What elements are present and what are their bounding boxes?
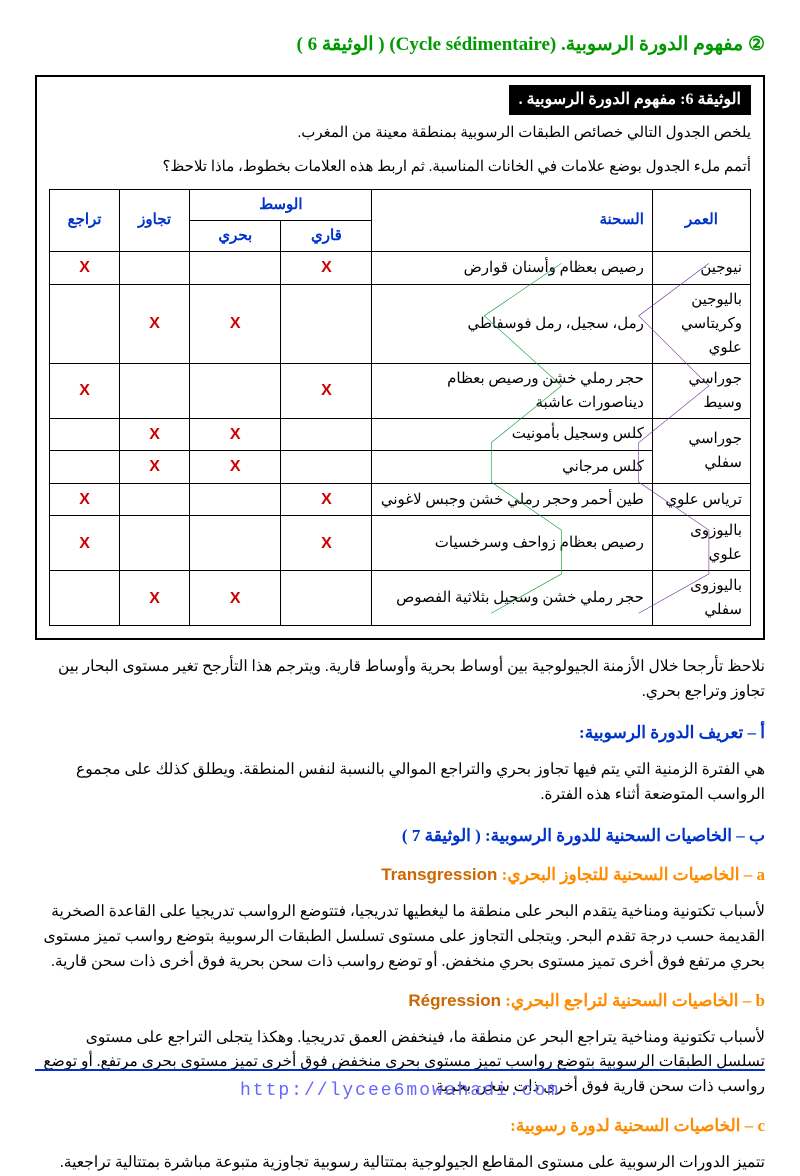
th-facies: السحنة — [372, 189, 652, 251]
sub-b-latin: Régression — [408, 987, 501, 1014]
table-wrap: العمر السحنة الوسط تجاوز تراجع قاري بحري… — [49, 189, 751, 626]
cell-cont — [281, 571, 372, 626]
cell-cont: X — [281, 251, 372, 284]
sub-b-title: b – الخاصيات السحنية لتراجع البحري: Régr… — [35, 987, 765, 1014]
cell-mar — [190, 251, 281, 284]
cell-mar — [190, 483, 281, 516]
section-a-title: أ – تعريف الدورة الرسوبية: — [35, 719, 765, 746]
cell-reg — [50, 571, 120, 626]
table-row: باليوزوى سفليحجر رملي خشن وسجيل بثلاثية … — [50, 571, 751, 626]
footer-line — [35, 1069, 765, 1071]
cell-trans — [120, 483, 190, 516]
observation-text: نلاحظ تأرجحا خلال الأزمنة الجيولوجية بين… — [35, 655, 765, 705]
cell-facies: حجر رملي خشن ورصيص بعظام ديناصورات عاشبة — [372, 363, 652, 418]
cell-cont: X — [281, 363, 372, 418]
sub-a-title: a – الخاصيات السحنية للتجاوز البحري: Tra… — [35, 861, 765, 888]
cell-age: جوراسي سفلي — [652, 418, 750, 483]
cell-reg: X — [50, 251, 120, 284]
cell-reg: X — [50, 516, 120, 571]
doc-intro-1: يلخص الجدول التالي خصائص الطبقات الرسوبي… — [49, 121, 751, 145]
cell-age: باليوزوى سفلي — [652, 571, 750, 626]
cell-cont: X — [281, 516, 372, 571]
cell-trans: X — [120, 451, 190, 484]
sub-a-text: لأسباب تكتونية ومناخية يتقدم البحر على م… — [35, 900, 765, 974]
cell-cont — [281, 284, 372, 363]
sub-a-label: a – الخاصيات السحنية للتجاوز البحري: — [502, 865, 765, 884]
table-row: باليوزوى علويرصيص بعظام زواحف وسرخسياتXX — [50, 516, 751, 571]
th-cont: قاري — [281, 220, 372, 251]
main-title: ② مفهوم الدورة الرسوبية. (Cycle sédiment… — [35, 30, 765, 60]
cell-reg: X — [50, 363, 120, 418]
cell-reg — [50, 284, 120, 363]
th-reg: تراجع — [50, 189, 120, 251]
sub-b-label: b – الخاصيات السحنية لتراجع البحري: — [505, 991, 765, 1010]
sediment-table: العمر السحنة الوسط تجاوز تراجع قاري بحري… — [49, 189, 751, 626]
cell-facies: رصيص بعظام وأسنان قوارض — [372, 251, 652, 284]
cell-age: نيوجين — [652, 251, 750, 284]
doc-intro-2: أتمم ملء الجدول بوضع علامات في الخانات ا… — [49, 155, 751, 179]
cell-mar: X — [190, 284, 281, 363]
cell-mar: X — [190, 451, 281, 484]
cell-facies: كلس وسجيل بأمونيت — [372, 418, 652, 451]
cell-facies: طين أحمر وحجر رملي خشن وجبس لاغوني — [372, 483, 652, 516]
th-age: العمر — [652, 189, 750, 251]
cell-trans — [120, 363, 190, 418]
cell-age: جوراسي وسيط — [652, 363, 750, 418]
cell-cont — [281, 418, 372, 451]
cell-mar — [190, 516, 281, 571]
cell-cont — [281, 451, 372, 484]
cell-facies: حجر رملي خشن وسجيل بثلاثية الفصوص — [372, 571, 652, 626]
cell-reg — [50, 418, 120, 451]
cell-age: باليوجين وكريتاسي علوي — [652, 284, 750, 363]
table-row: كلس مرجاني XX — [50, 451, 751, 484]
cell-trans — [120, 251, 190, 284]
th-mar: بحري — [190, 220, 281, 251]
section-a-text: هي الفترة الزمنية التي يتم فيها تجاوز بح… — [35, 758, 765, 808]
cell-age: باليوزوى علوي — [652, 516, 750, 571]
cell-age: ترياس علوي — [652, 483, 750, 516]
sub-a-latin: Transgression — [381, 861, 497, 888]
cell-trans — [120, 516, 190, 571]
cell-facies: كلس مرجاني — [372, 451, 652, 484]
th-trans: تجاوز — [120, 189, 190, 251]
cell-mar: X — [190, 571, 281, 626]
cell-reg — [50, 451, 120, 484]
cell-mar: X — [190, 418, 281, 451]
footer-url: http://lycee6mowahadi.com — [0, 1077, 800, 1106]
sub-c-title: c – الخاصيات السحنية لدورة رسوبية: — [35, 1112, 765, 1139]
table-row: نيوجينرصيص بعظام وأسنان قوارضXX — [50, 251, 751, 284]
th-env: الوسط — [190, 189, 372, 220]
section-b-title: ب – الخاصيات السحنية للدورة الرسوبية: ( … — [35, 822, 765, 849]
doc-header: الوثيقة 6: مفهوم الدورة الرسوبية . — [509, 85, 751, 115]
table-row: باليوجين وكريتاسي علويرمل، سجيل، رمل فوس… — [50, 284, 751, 363]
sub-c-text: تتميز الدورات الرسوبية على مستوى المقاطع… — [35, 1151, 765, 1176]
cell-reg: X — [50, 483, 120, 516]
cell-cont: X — [281, 483, 372, 516]
table-row: جوراسي وسيطحجر رملي خشن ورصيص بعظام دينا… — [50, 363, 751, 418]
cell-mar — [190, 363, 281, 418]
table-row: ترياس علويطين أحمر وحجر رملي خشن وجبس لا… — [50, 483, 751, 516]
cell-trans: X — [120, 418, 190, 451]
cell-trans: X — [120, 571, 190, 626]
cell-facies: رمل، سجيل، رمل فوسفاطي — [372, 284, 652, 363]
cell-trans: X — [120, 284, 190, 363]
table-row: جوراسي سفليكلس وسجيل بأمونيتXX — [50, 418, 751, 451]
document-box: الوثيقة 6: مفهوم الدورة الرسوبية . يلخص … — [35, 75, 765, 640]
cell-facies: رصيص بعظام زواحف وسرخسيات — [372, 516, 652, 571]
